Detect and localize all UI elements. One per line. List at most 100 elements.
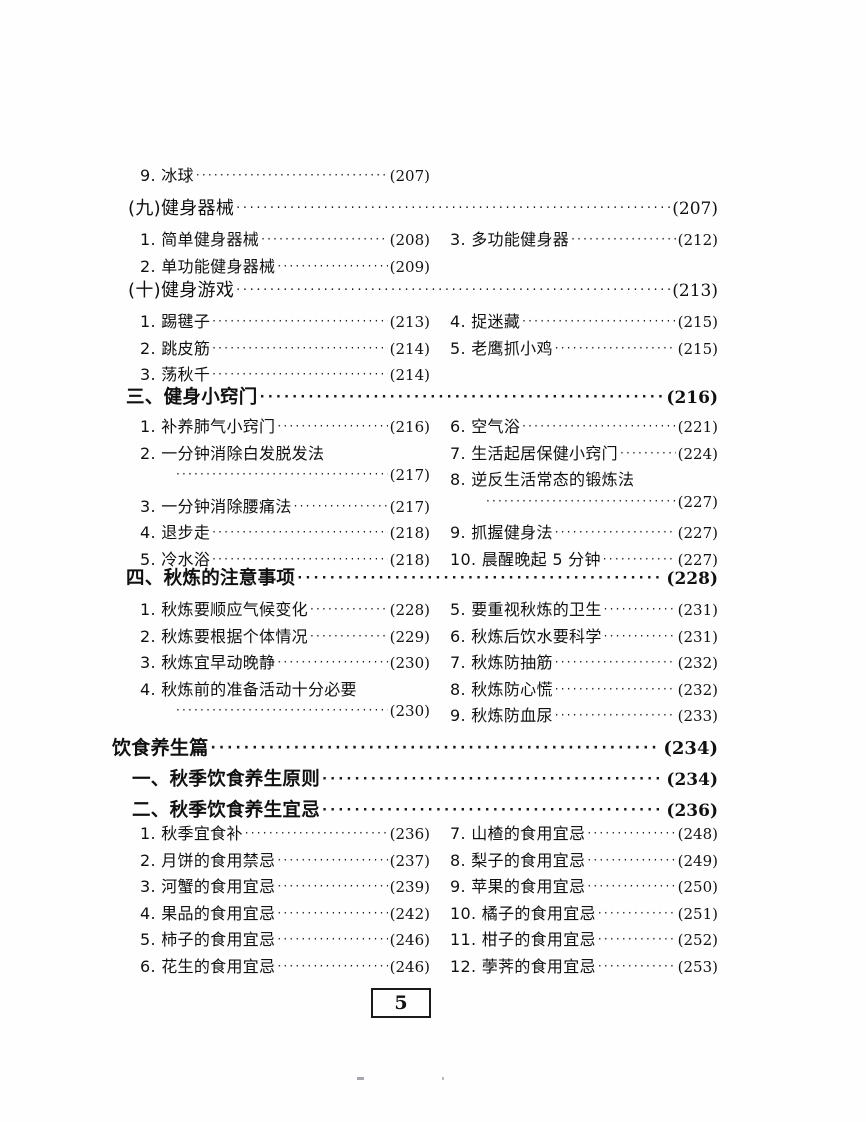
toc-entry[interactable]: 2. 单功能健身器械 ·····························… (140, 253, 430, 280)
toc-chapter-header[interactable]: 四、秋炼的注意事项 ······························… (126, 564, 718, 590)
toc-entry[interactable]: 9. 苹果的食用宜忌 ·····························… (450, 873, 718, 900)
toc-entry-label: 9. 抓握健身法 (450, 523, 553, 542)
toc-entry[interactable]: 7. 秋炼防抽筋 ·······························… (450, 649, 718, 676)
toc-entry[interactable]: 4. 退步走 ·································… (140, 519, 430, 546)
toc-entry-label: 2. 月饼的食用禁忌 (140, 850, 276, 870)
toc-entry[interactable]: 6. 花生的食用宜忌 ·····························… (140, 953, 430, 980)
toc-chapter-header[interactable]: 三、健身小窍门 ································… (126, 383, 718, 409)
toc-entry[interactable]: 8. 秋炼防心慌 ·······························… (450, 676, 718, 703)
toc-entry-page: (232) (677, 654, 718, 672)
toc-chapter-label: 一、秋季饮食养生原则 (132, 769, 321, 790)
toc-entry-page: (212) (677, 231, 718, 249)
toc-entry-label: 3. 河蟹的食用宜忌 (140, 877, 276, 896)
toc-entry[interactable]: 1. 踢毽子 ·································… (140, 308, 430, 335)
toc-entry[interactable]: 9. 秋炼防血尿 ·······························… (450, 702, 718, 729)
toc-entry-label: 4. 秋炼前的准备活动十分必要 (140, 679, 357, 699)
toc-entry[interactable]: 1. 补养肺气小窍门 ·····························… (140, 413, 430, 440)
toc-column-right: 6. 空气浴 ·································… (450, 413, 718, 572)
leader-dots: ········································… (571, 232, 676, 246)
toc-entry[interactable]: 4. 秋炼前的准备活动十分必要 ························… (140, 676, 430, 703)
toc-entry[interactable]: 2. 跳皮筋 ·································… (140, 335, 430, 362)
toc-entry[interactable]: 3. 一分钟消除腰痛法 ····························… (140, 493, 430, 520)
toc-column-block: 1. 踢毽子 ·································… (0, 308, 866, 390)
toc-entry[interactable]: 7. 山楂的食用宜忌 ·····························… (450, 820, 718, 847)
toc-entry-page: (248) (677, 825, 718, 843)
toc-entry[interactable]: 10. 橘子的食用宜忌 ····························… (450, 900, 718, 927)
toc-entry[interactable]: 4. 果品的食用宜忌 ·····························… (140, 900, 430, 927)
toc-entry-label: 11. 柑子的食用宜忌 (450, 930, 596, 949)
toc-entry-page: (218) (389, 550, 430, 569)
toc-entry-continuation: ········································… (450, 493, 718, 520)
toc-entry-page: (208) (389, 231, 430, 249)
toc-chapter-page: (216) (666, 388, 718, 408)
toc-entry-label: 6. 空气浴 (450, 417, 521, 436)
toc-part-label: 饮食养生篇 (112, 737, 209, 759)
toc-entry[interactable]: 12. 荸荠的食用宜忌 ····························… (450, 953, 718, 980)
toc-entry-label: 10. 晨醒晚起 5 分钟 (450, 549, 601, 569)
toc-entry[interactable]: 1. 秋季宜食补 ·······························… (140, 820, 430, 847)
leader-dots: ········································… (322, 802, 664, 818)
leader-dots: ········································… (176, 703, 388, 717)
toc-entry-label: 7. 秋炼防抽筋 (450, 653, 553, 672)
leader-dots: ········································… (597, 905, 676, 920)
toc-entry-page: (232) (677, 680, 718, 699)
leader-dots: ········································… (522, 419, 676, 433)
toc-entry[interactable]: 8. 梨子的食用宜忌 ·····························… (450, 847, 718, 874)
toc-chapter-label: 二、秋季饮食养生宜忌 (132, 800, 321, 821)
toc-entry-label: 9. 秋炼防血尿 (450, 706, 553, 725)
toc-entry[interactable]: 5. 柿子的食用宜忌 ·····························… (140, 926, 430, 953)
toc-entry[interactable]: 1. 简单健身器械 ······························… (140, 226, 430, 253)
toc-entry-page: (221) (677, 418, 718, 436)
toc-entry[interactable]: 6. 秋炼后饮水要科学 ····························… (450, 623, 718, 650)
toc-entry-page: (227) (677, 492, 718, 511)
toc-entry[interactable]: 2. 秋炼要根据个体情况 ···························… (140, 623, 430, 650)
toc-entry[interactable]: 6. 空气浴 ·································… (450, 413, 718, 440)
scan-speckle (442, 1077, 444, 1080)
toc-chapter-label: 三、健身小窍门 (126, 387, 258, 408)
toc-entry[interactable]: 9. 抓握健身法 ·······························… (450, 519, 718, 546)
toc-chapter-header[interactable]: 二、秋季饮食养生宜忌 ·····························… (132, 796, 718, 822)
toc-entry[interactable]: 2. 月饼的食用禁忌 ·····························… (140, 847, 430, 874)
toc-entry-label: 8. 逆反生活常态的锻炼法 (450, 470, 635, 489)
leader-dots: ········································… (277, 932, 387, 946)
toc-part-header[interactable]: 饮食养生篇 ··································… (112, 733, 718, 760)
toc-entry-page: (231) (677, 601, 718, 619)
leader-dots: ········································… (212, 340, 388, 355)
toc-entry[interactable]: 5. 冷水浴 ·································… (140, 546, 430, 573)
toc-entry[interactable]: 9. 冰球 ··································… (140, 162, 430, 186)
toc-entry-page: (236) (389, 825, 430, 843)
toc-column-left: 1. 踢毽子 ·································… (140, 308, 430, 388)
toc-entry-page: (224) (677, 444, 718, 463)
leader-dots: ········································… (522, 314, 676, 328)
toc-entry[interactable]: 5. 要重视秋炼的卫生 ····························… (450, 596, 718, 623)
toc-entry[interactable]: 3. 秋炼宜早动晚静 ·····························… (140, 649, 430, 676)
toc-entry-page: (242) (389, 904, 430, 923)
toc-entry-page: (237) (389, 851, 430, 870)
toc-section-header[interactable]: (九)健身器械 ································… (128, 194, 718, 220)
toc-entry[interactable]: 3. 河蟹的食用宜忌 ·····························… (140, 873, 430, 900)
toc-entry-label: 3. 一分钟消除腰痛法 (140, 496, 292, 516)
toc-entry-label: 3. 多功能健身器 (450, 230, 570, 249)
toc-entry[interactable]: 3. 荡秋千 ·································… (140, 361, 430, 388)
toc-entry[interactable]: 8. 逆反生活常态的锻炼法 ··························… (450, 466, 718, 493)
toc-section-label: (十)健身游戏 (128, 280, 235, 301)
toc-entry[interactable]: 10. 晨醒晚起 5 分钟 ··························… (450, 546, 718, 573)
toc-entry[interactable]: 3. 多功能健身器 ······························… (450, 226, 718, 253)
toc-entry[interactable]: 7. 生活起居保健小窍门 ···························… (450, 440, 718, 467)
leader-dots: ········································… (277, 958, 387, 973)
toc-entry[interactable]: 11. 柑子的食用宜忌 ····························… (450, 926, 718, 953)
toc-entry-page: (249) (677, 851, 718, 870)
leader-dots: ········································… (261, 232, 388, 246)
toc-entry[interactable]: 5. 老鹰抓小鸡 ·······························… (450, 335, 718, 362)
toc-entry-label: 8. 梨子的食用宜忌 (450, 850, 586, 870)
toc-chapter-header[interactable]: 一、秋季饮食养生原则 ·····························… (132, 765, 718, 791)
toc-entry-page: (227) (677, 524, 718, 542)
toc-entry-page: (246) (389, 931, 430, 949)
toc-entry[interactable]: 2. 一分钟消除白发脱发法 ··························… (140, 440, 430, 467)
toc-entry[interactable]: 1. 秋炼要顺应气候变化 ···························… (140, 596, 430, 623)
toc-section-header[interactable]: (十)健身游戏 ································… (128, 276, 718, 302)
toc-entry-label: 2. 单功能健身器械 (140, 256, 276, 276)
leader-dots: ········································… (309, 602, 388, 616)
toc-entry[interactable]: 4. 捉迷藏 ·································… (450, 308, 718, 335)
